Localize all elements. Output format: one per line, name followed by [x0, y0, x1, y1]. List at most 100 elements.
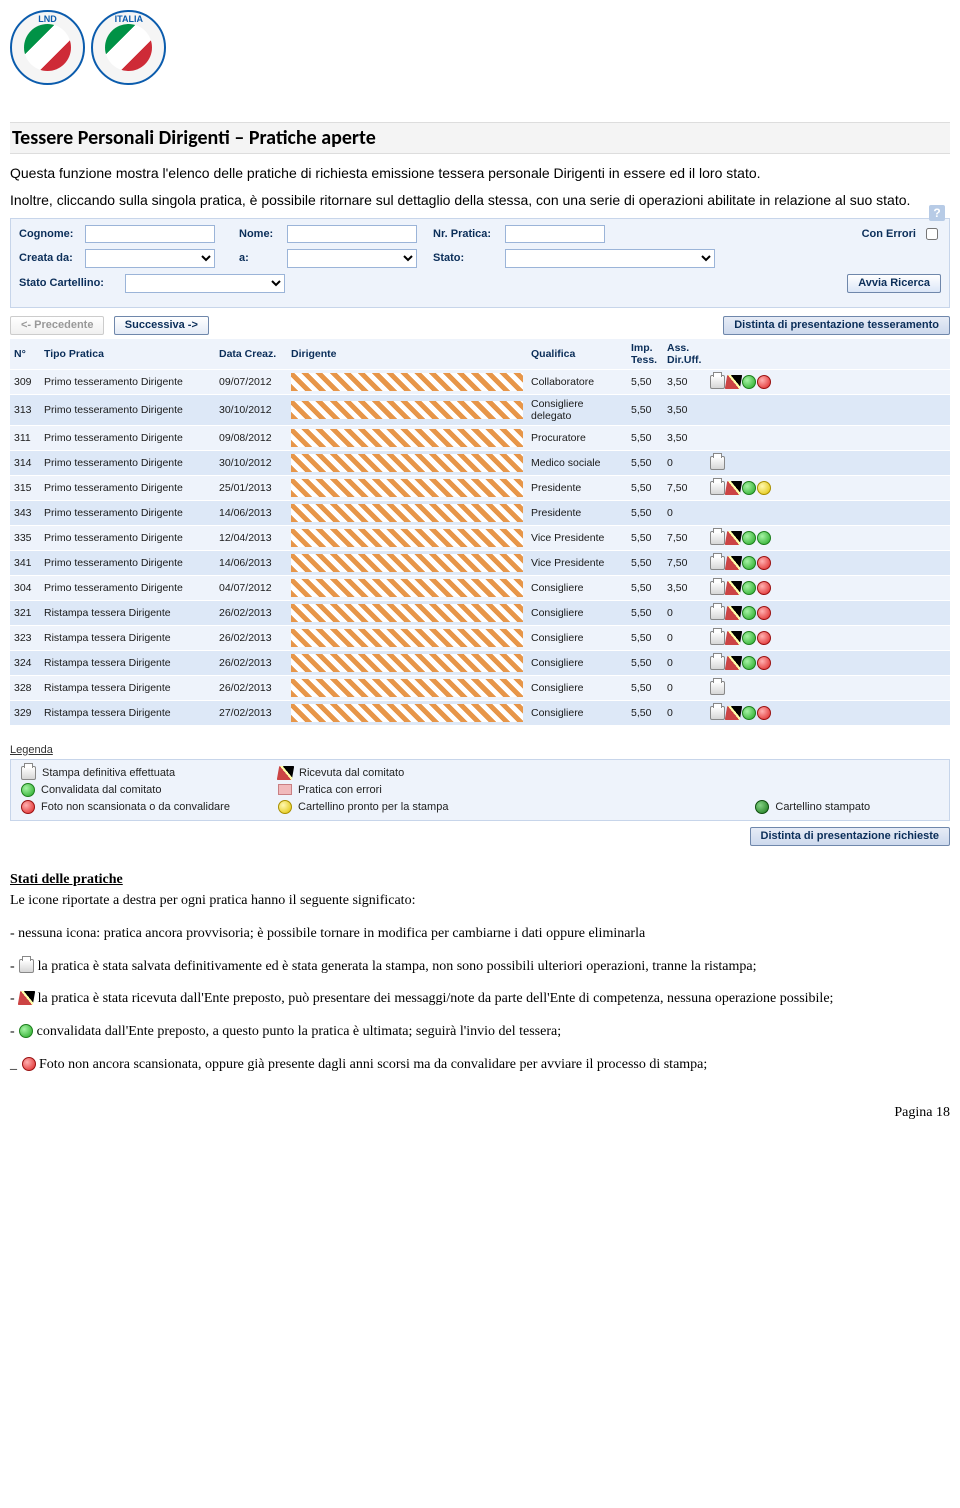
red-icon[interactable] — [757, 375, 771, 389]
label-a: a: — [239, 252, 281, 264]
cell-dirigente — [287, 450, 527, 475]
red-icon[interactable] — [757, 656, 771, 670]
green-icon[interactable] — [742, 631, 756, 645]
green-icon[interactable] — [742, 375, 756, 389]
print-icon[interactable] — [710, 581, 725, 595]
select-statocart[interactable] — [125, 274, 285, 293]
pencil-icon[interactable] — [725, 631, 742, 645]
th-qualifica: Qualifica — [527, 339, 627, 370]
header-logos — [10, 10, 950, 118]
pencil-icon[interactable] — [725, 581, 742, 595]
legend-yellow: Cartellino pronto per la stampa — [298, 801, 448, 813]
cell-n: 328 — [10, 675, 40, 700]
table-row[interactable]: 341Primo tesseramento Dirigente14/06/201… — [10, 550, 950, 575]
bullet-print: - la pratica è stata salvata definitivam… — [10, 958, 950, 977]
print-icon[interactable] — [710, 556, 725, 570]
red-icon[interactable] — [757, 581, 771, 595]
table-row[interactable]: 328Ristampa tessera Dirigente26/02/2013C… — [10, 675, 950, 700]
cell-tipo: Primo tesseramento Dirigente — [40, 500, 215, 525]
th-icons — [705, 339, 950, 370]
print-icon[interactable] — [710, 456, 725, 470]
legend-green: Convalidata dal comitato — [41, 784, 161, 796]
red-icon[interactable] — [757, 606, 771, 620]
green-icon[interactable] — [742, 531, 756, 545]
print-icon[interactable] — [710, 656, 725, 670]
green-circle-icon — [19, 1024, 33, 1038]
table-row[interactable]: 311Primo tesseramento Dirigente09/08/201… — [10, 425, 950, 450]
cell-icons — [705, 550, 950, 575]
red-icon[interactable] — [757, 706, 771, 720]
pencil-icon[interactable] — [725, 606, 742, 620]
cell-icons — [705, 700, 950, 725]
cell-dirigente — [287, 575, 527, 600]
yellow-icon[interactable] — [757, 481, 771, 495]
cell-imp: 5,50 — [627, 575, 663, 600]
table-row[interactable]: 314Primo tesseramento Dirigente30/10/201… — [10, 450, 950, 475]
btn-avvia-ricerca[interactable]: Avvia Ricerca — [847, 274, 941, 293]
cell-data: 25/01/2013 — [215, 475, 287, 500]
table-row[interactable]: 309Primo tesseramento Dirigente09/07/201… — [10, 369, 950, 394]
table-row[interactable]: 335Primo tesseramento Dirigente12/04/201… — [10, 525, 950, 550]
cell-data: 30/10/2012 — [215, 450, 287, 475]
table-row[interactable]: 313Primo tesseramento Dirigente30/10/201… — [10, 394, 950, 425]
pencil-icon[interactable] — [725, 556, 742, 570]
input-nrpratica[interactable] — [505, 225, 605, 243]
green-icon[interactable] — [742, 481, 756, 495]
cell-qualifica: Consigliere — [527, 700, 627, 725]
print-icon[interactable] — [710, 606, 725, 620]
cell-imp: 5,50 — [627, 525, 663, 550]
table-row[interactable]: 329Ristampa tessera Dirigente27/02/2013C… — [10, 700, 950, 725]
pencil-icon — [18, 991, 35, 1005]
cell-imp: 5,50 — [627, 675, 663, 700]
cell-n: 314 — [10, 450, 40, 475]
cell-imp: 5,50 — [627, 700, 663, 725]
btn-successiva[interactable]: Successiva -> — [114, 316, 209, 335]
select-a[interactable] — [287, 249, 417, 268]
cell-ass: 7,50 — [663, 475, 705, 500]
red-icon[interactable] — [757, 556, 771, 570]
select-stato[interactable] — [505, 249, 715, 268]
input-nome[interactable] — [287, 225, 417, 243]
green-icon[interactable] — [742, 606, 756, 620]
table-row[interactable]: 304Primo tesseramento Dirigente04/07/201… — [10, 575, 950, 600]
pencil-icon[interactable] — [725, 706, 742, 720]
cell-data: 26/02/2013 — [215, 600, 287, 625]
table-row[interactable]: 323Ristampa tessera Dirigente26/02/2013C… — [10, 625, 950, 650]
print-icon[interactable] — [710, 631, 725, 645]
print-icon[interactable] — [710, 681, 725, 695]
green-icon[interactable] — [742, 706, 756, 720]
green-icon[interactable] — [742, 581, 756, 595]
cell-qualifica: Vice Presidente — [527, 550, 627, 575]
print-icon[interactable] — [710, 481, 725, 495]
red-icon[interactable] — [757, 631, 771, 645]
btn-distinta-tesseramento[interactable]: Distinta di presentazione tesseramento — [723, 316, 950, 335]
print-icon[interactable] — [710, 531, 725, 545]
btn-distinta-richieste[interactable]: Distinta di presentazione richieste — [750, 827, 951, 846]
print-icon[interactable] — [710, 706, 725, 720]
green-icon[interactable] — [757, 531, 771, 545]
help-icon[interactable]: ? — [929, 205, 945, 221]
table-row[interactable]: 321Ristampa tessera Dirigente26/02/2013C… — [10, 600, 950, 625]
input-cognome[interactable] — [85, 225, 215, 243]
pencil-icon[interactable] — [725, 531, 742, 545]
cell-qualifica: Consigliere delegato — [527, 394, 627, 425]
green-icon[interactable] — [742, 656, 756, 670]
green-icon[interactable] — [742, 556, 756, 570]
cell-data: 09/07/2012 — [215, 369, 287, 394]
legend-red: Foto non scansionata o da convalidare — [41, 801, 230, 813]
yellow-circle-icon — [278, 800, 292, 814]
th-imp: Imp. Tess. — [627, 339, 663, 370]
pencil-icon[interactable] — [725, 656, 742, 670]
pencil-icon[interactable] — [725, 375, 742, 389]
select-creatada[interactable] — [85, 249, 215, 268]
cell-data: 12/04/2013 — [215, 525, 287, 550]
table-row[interactable]: 315Primo tesseramento Dirigente25/01/201… — [10, 475, 950, 500]
cell-icons — [705, 625, 950, 650]
table-row[interactable]: 324Ristampa tessera Dirigente26/02/2013C… — [10, 650, 950, 675]
print-icon[interactable] — [710, 375, 725, 389]
table-row[interactable]: 343Primo tesseramento Dirigente14/06/201… — [10, 500, 950, 525]
pencil-icon[interactable] — [725, 481, 742, 495]
checkbox-conerrori[interactable] — [926, 228, 938, 240]
cell-ass: 0 — [663, 675, 705, 700]
cell-n: 321 — [10, 600, 40, 625]
